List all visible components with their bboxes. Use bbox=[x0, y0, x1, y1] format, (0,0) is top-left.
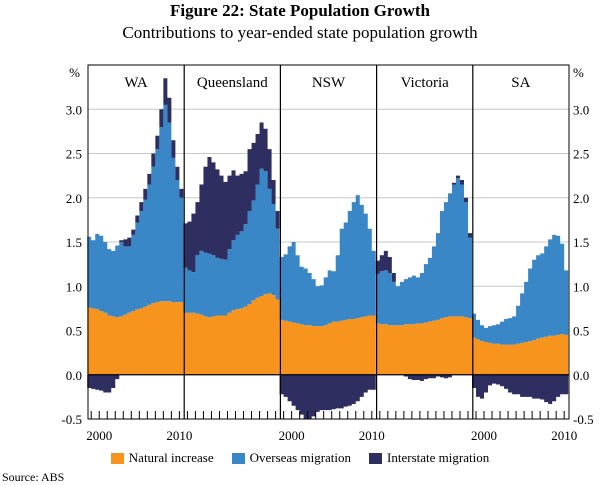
legend: Natural increase Overseas migration Inte… bbox=[0, 450, 600, 466]
panel-title: Queensland bbox=[197, 75, 268, 91]
y-tick-label-right: 1.5 bbox=[573, 235, 589, 250]
y-tick-label-left: 1.5 bbox=[66, 235, 82, 250]
legend-item-natural: Natural increase bbox=[110, 450, 214, 466]
legend-swatch bbox=[369, 452, 383, 464]
x-tick-label: 2000 bbox=[279, 428, 305, 443]
x-tick-label: 2000 bbox=[86, 428, 112, 443]
series-interstate-migration-negative-Victoria bbox=[375, 374, 472, 381]
series-interstate-migration-negative-WA bbox=[87, 374, 184, 393]
panel-title: WA bbox=[124, 75, 147, 91]
panel-title: SA bbox=[511, 75, 530, 91]
y-tick-label-left: 2.5 bbox=[66, 147, 82, 162]
series-natural-increase-Queensland bbox=[183, 293, 280, 375]
panel-title: Victoria bbox=[401, 75, 450, 91]
y-tick-label-right: 2.5 bbox=[573, 147, 589, 162]
legend-swatch bbox=[231, 452, 245, 464]
y-tick-label-right: 0.0 bbox=[573, 368, 589, 383]
x-tick-label: 2010 bbox=[359, 428, 385, 443]
legend-label: Interstate migration bbox=[387, 450, 490, 465]
series-overseas-migration-NSW bbox=[279, 195, 376, 327]
y-axis-unit-right: % bbox=[573, 65, 584, 80]
y-axis-unit-left: % bbox=[69, 65, 80, 80]
series-natural-increase-Victoria bbox=[375, 316, 472, 375]
series-natural-increase-NSW bbox=[279, 315, 376, 375]
x-tick-label: 2010 bbox=[166, 428, 192, 443]
legend-item-overseas: Overseas migration bbox=[231, 450, 352, 466]
plot-frame bbox=[87, 64, 570, 420]
y-tick-label-left: -0.5 bbox=[61, 412, 82, 427]
series-overseas-migration-SA bbox=[471, 234, 569, 345]
series-overseas-migration-WA bbox=[87, 104, 184, 318]
series-interstate-migration-negative-NSW bbox=[279, 374, 376, 419]
y-tick-label-left: 0.5 bbox=[66, 324, 82, 339]
y-tick-label-left: 0.0 bbox=[66, 368, 82, 383]
x-tick-label: 2000 bbox=[471, 428, 497, 443]
chart-title: Figure 22: State Population Growth bbox=[169, 1, 431, 20]
y-tick-label-left: 3.0 bbox=[66, 102, 82, 117]
y-tick-label-right: -0.5 bbox=[573, 412, 594, 427]
series-interstate-migration-negative-SA bbox=[471, 374, 569, 404]
panel-title: NSW bbox=[312, 75, 346, 91]
legend-item-interstate: Interstate migration bbox=[369, 450, 489, 466]
y-tick-label-right: 2.0 bbox=[573, 191, 589, 206]
y-tick-label-right: 3.0 bbox=[573, 102, 589, 117]
x-tick-label: 2010 bbox=[551, 428, 577, 443]
legend-label: Natural increase bbox=[128, 450, 214, 465]
y-tick-label-left: 2.0 bbox=[66, 191, 82, 206]
series-natural-increase-WA bbox=[87, 301, 184, 375]
y-tick-label-right: 1.0 bbox=[573, 279, 589, 294]
series-interstate-migration-positive-WA bbox=[87, 78, 184, 251]
series-overseas-migration-Victoria bbox=[375, 178, 472, 326]
series-natural-increase-SA bbox=[471, 334, 569, 375]
series-interstate-migration-positive-Queensland bbox=[183, 122, 280, 273]
legend-label: Overseas migration bbox=[249, 450, 352, 465]
y-tick-label-left: 1.0 bbox=[66, 279, 82, 294]
source-note: Source: ABS bbox=[2, 470, 65, 484]
chart-subtitle: Contributions to year-ended state popula… bbox=[122, 23, 478, 42]
legend-swatch bbox=[110, 452, 124, 464]
series-overseas-migration-Queensland bbox=[183, 168, 280, 318]
y-tick-label-right: 0.5 bbox=[573, 324, 589, 339]
